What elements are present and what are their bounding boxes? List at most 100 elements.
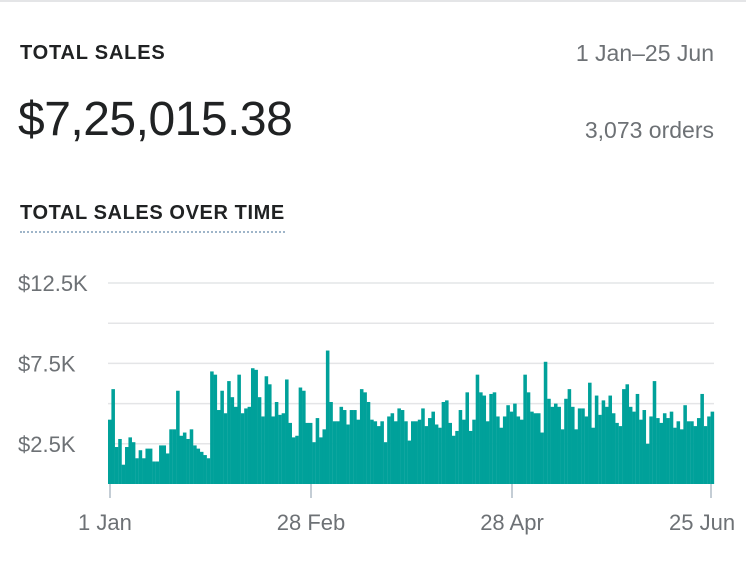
sales-bar[interactable] [479, 392, 483, 484]
sales-bar[interactable] [632, 411, 636, 484]
sales-bar[interactable] [387, 416, 391, 484]
sales-bar[interactable] [162, 445, 167, 484]
sales-bar[interactable] [628, 406, 633, 484]
sales-bar[interactable] [223, 413, 228, 484]
sales-bar[interactable] [428, 418, 432, 484]
sales-bar[interactable] [485, 421, 490, 484]
sales-bar[interactable] [611, 413, 616, 484]
sales-bar[interactable] [615, 422, 619, 484]
sales-bar[interactable] [482, 395, 487, 484]
sales-bar[interactable] [210, 371, 214, 484]
sales-bar[interactable] [257, 397, 262, 484]
sales-bar[interactable] [424, 426, 429, 484]
sales-bar[interactable] [220, 390, 224, 484]
sales-bar[interactable] [111, 389, 115, 484]
sales-bar[interactable] [700, 393, 704, 484]
sales-bar[interactable] [707, 416, 711, 484]
sales-bar[interactable] [496, 416, 500, 484]
sales-bar[interactable] [591, 427, 595, 484]
sales-bar[interactable] [169, 429, 173, 484]
sales-bar[interactable] [264, 376, 269, 484]
sales-bar[interactable] [574, 429, 578, 484]
sales-bar[interactable] [353, 410, 357, 484]
sales-bar[interactable] [305, 422, 310, 484]
sales-bar[interactable] [625, 384, 630, 484]
sales-bar[interactable] [227, 381, 231, 484]
sales-bar[interactable] [233, 406, 238, 484]
sales-bar[interactable] [373, 421, 378, 484]
sales-bar[interactable] [686, 421, 691, 484]
sales-bar[interactable] [509, 411, 514, 484]
sales-bar[interactable] [703, 426, 708, 484]
sales-bar[interactable] [274, 401, 279, 484]
sales-bar[interactable] [356, 419, 361, 484]
sales-bar[interactable] [142, 458, 146, 484]
sales-bar[interactable] [244, 408, 248, 484]
chart-title[interactable]: TOTAL SALES OVER TIME [20, 202, 285, 233]
sales-bar[interactable] [441, 401, 446, 484]
sales-bar[interactable] [213, 374, 218, 484]
sales-bar[interactable] [536, 413, 541, 484]
sales-bar[interactable] [325, 350, 330, 484]
sales-bar[interactable] [114, 447, 119, 484]
sales-bar[interactable] [165, 453, 170, 484]
sales-bar[interactable] [199, 451, 204, 484]
sales-bar[interactable] [642, 410, 647, 484]
sales-bar[interactable] [560, 429, 565, 484]
sales-bar[interactable] [506, 405, 510, 484]
sales-bar[interactable] [639, 419, 643, 484]
sales-bar[interactable] [673, 427, 677, 484]
sales-bar[interactable] [557, 406, 561, 484]
sales-bar[interactable] [434, 424, 439, 485]
sales-bar[interactable] [540, 432, 544, 484]
sales-bar[interactable] [230, 397, 235, 484]
sales-bar[interactable] [383, 442, 388, 484]
sales-bar[interactable] [499, 427, 504, 484]
sales-bar[interactable] [216, 410, 221, 484]
sales-bar[interactable] [189, 429, 194, 484]
sales-bar[interactable] [359, 389, 364, 484]
sales-bar[interactable] [315, 418, 320, 484]
sales-bar[interactable] [203, 455, 207, 484]
sales-bar[interactable] [523, 374, 527, 484]
sales-bar[interactable] [135, 458, 139, 484]
sales-bar[interactable] [550, 406, 555, 484]
sales-bar[interactable] [332, 421, 337, 484]
sales-bar[interactable] [683, 405, 687, 484]
sales-bar[interactable] [308, 422, 313, 484]
sales-bar[interactable] [516, 416, 521, 484]
sales-bar[interactable] [278, 414, 282, 484]
sales-bar[interactable] [400, 410, 405, 484]
sales-bar[interactable] [404, 421, 408, 484]
sales-bar[interactable] [393, 421, 398, 484]
sales-bar[interactable] [475, 374, 480, 484]
sales-bar[interactable] [526, 392, 531, 484]
sales-bar[interactable] [295, 435, 299, 484]
sales-bar[interactable] [594, 395, 599, 484]
sales-bar[interactable] [458, 410, 463, 484]
sales-bar[interactable] [605, 406, 609, 484]
sales-bar[interactable] [288, 422, 292, 484]
sales-bar[interactable] [584, 416, 589, 484]
sales-bar[interactable] [281, 413, 286, 484]
sales-bar[interactable] [349, 410, 354, 484]
sales-bar[interactable] [250, 368, 255, 484]
sales-bar[interactable] [564, 398, 568, 484]
sales-bar[interactable] [370, 419, 374, 484]
sales-bar[interactable] [649, 416, 653, 484]
sales-bar[interactable] [176, 390, 180, 484]
sales-bar[interactable] [186, 438, 190, 484]
sales-bar[interactable] [489, 393, 493, 484]
sales-bar[interactable] [710, 411, 715, 484]
sales-bar[interactable] [342, 410, 347, 484]
sales-bar[interactable] [571, 406, 575, 484]
sales-bar[interactable] [268, 384, 272, 484]
sales-bar[interactable] [138, 450, 143, 484]
sales-bar[interactable] [622, 389, 626, 484]
sales-bar[interactable] [533, 413, 538, 484]
sales-bar[interactable] [247, 406, 252, 484]
sales-bar[interactable] [390, 413, 395, 484]
sales-bar[interactable] [128, 437, 132, 484]
sales-bar[interactable] [380, 421, 384, 484]
sales-bar[interactable] [414, 421, 418, 484]
